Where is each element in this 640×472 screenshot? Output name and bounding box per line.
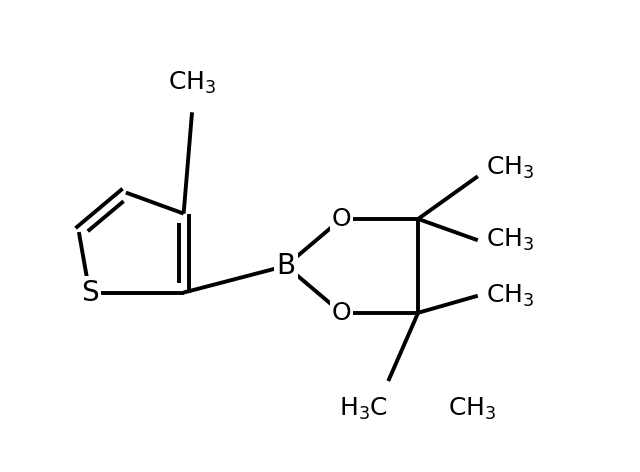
- Text: O: O: [332, 207, 351, 231]
- Text: B: B: [276, 252, 296, 280]
- Text: CH$_3$: CH$_3$: [168, 69, 216, 95]
- Text: CH$_3$: CH$_3$: [486, 283, 534, 309]
- Text: CH$_3$: CH$_3$: [486, 155, 534, 181]
- Text: S: S: [81, 278, 99, 306]
- Text: CH$_3$: CH$_3$: [486, 227, 534, 253]
- Text: CH$_3$: CH$_3$: [448, 396, 496, 422]
- Text: H$_3$C: H$_3$C: [339, 396, 388, 422]
- Text: O: O: [332, 301, 351, 325]
